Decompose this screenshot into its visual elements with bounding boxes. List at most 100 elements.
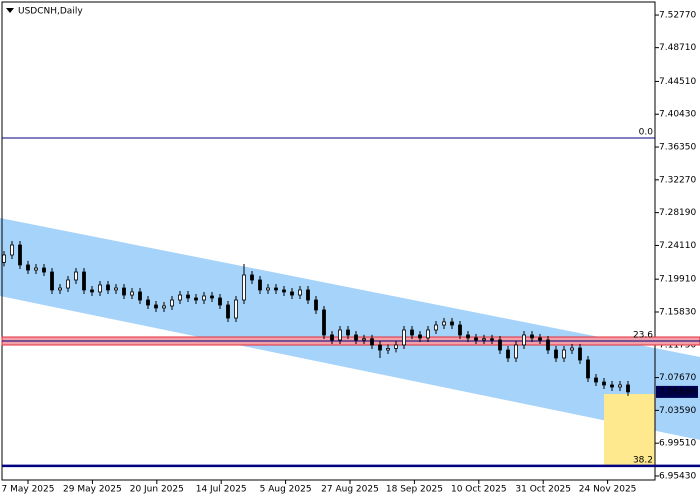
candle-body <box>98 284 102 293</box>
candle-body <box>242 274 246 301</box>
candle-body <box>50 271 54 291</box>
x-tick-label: 7 May 2025 <box>2 485 55 495</box>
menu-arrow <box>6 8 14 13</box>
candle-body <box>18 244 22 266</box>
candle-body <box>610 384 614 388</box>
x-tick-label: 29 May 2025 <box>63 485 122 495</box>
candle-body <box>90 289 94 293</box>
candle-body <box>58 287 62 291</box>
candle-body <box>122 287 126 296</box>
candle-body <box>210 295 214 299</box>
candle-body <box>178 294 182 301</box>
candle-body <box>74 271 78 281</box>
candle-body <box>322 309 326 336</box>
candle-body <box>226 304 230 319</box>
candle-body <box>394 344 398 349</box>
last-price-box <box>656 385 698 398</box>
candle-body <box>490 338 494 341</box>
candle-body <box>34 267 38 271</box>
candle-body <box>370 338 374 346</box>
candle-body <box>42 267 46 273</box>
candle-body <box>498 339 502 351</box>
candle-body <box>306 289 310 301</box>
y-tick-label: 7.32270 <box>659 175 696 185</box>
candle-body <box>202 295 206 301</box>
y-tick-label: 7.44510 <box>659 77 696 87</box>
last-price-label: 7.05889 <box>659 387 696 397</box>
candle-body <box>154 304 158 309</box>
candle-body <box>570 347 574 351</box>
chart-title: USDCNH,Daily <box>18 7 83 17</box>
y-tick-label: 7.36350 <box>659 143 696 153</box>
candle-body <box>82 271 86 291</box>
candle-body <box>530 334 534 339</box>
candle-body <box>522 334 526 346</box>
candle-body <box>386 348 390 351</box>
y-tick-label: 7.15830 <box>659 307 696 317</box>
candle-body <box>602 381 606 386</box>
candle-body <box>274 287 278 291</box>
trend-channel <box>0 218 700 440</box>
x-tick-label: 27 Aug 2025 <box>321 485 379 495</box>
candle-body <box>506 349 510 359</box>
x-tick-label: 18 Sep 2025 <box>386 485 443 495</box>
candle-body <box>10 244 14 256</box>
y-tick-label: 7.48710 <box>659 43 696 53</box>
candle-body <box>554 349 558 359</box>
candle-body <box>258 279 262 291</box>
y-tick-label: 7.28190 <box>659 208 696 218</box>
candle-body <box>170 299 174 307</box>
candle-body <box>434 324 438 331</box>
candle-body <box>626 384 630 393</box>
candle-body <box>578 347 582 361</box>
fib-level-label: 23.6 <box>633 331 653 341</box>
candle-body <box>250 274 254 281</box>
candle-body <box>474 337 478 341</box>
candle-body <box>426 329 430 339</box>
candle-body <box>402 329 406 346</box>
candle-body <box>546 339 550 351</box>
candle-body <box>354 334 358 341</box>
candle-body <box>482 338 486 341</box>
candle-body <box>450 321 454 326</box>
candle-body <box>586 359 590 379</box>
candle-body <box>298 289 302 296</box>
candle-body <box>418 334 422 339</box>
y-tick-label: 7.24110 <box>659 241 696 251</box>
y-tick-label: 7.19910 <box>659 275 696 285</box>
candle-body <box>618 384 622 388</box>
candle-body <box>26 264 30 271</box>
candle-body <box>114 287 118 291</box>
candle-body <box>282 289 286 293</box>
candle-body <box>314 299 318 311</box>
y-tick-label: 7.52770 <box>659 11 696 21</box>
y-tick-label: 7.07670 <box>659 373 696 383</box>
candle-body <box>138 291 142 301</box>
y-tick-label: 7.03590 <box>659 406 696 416</box>
candle-body <box>338 329 342 341</box>
candle-body <box>186 294 190 299</box>
candle-body <box>194 297 198 301</box>
candle-body <box>66 279 70 289</box>
candle-body <box>594 377 598 383</box>
candle-body <box>362 338 366 341</box>
candle-body <box>410 329 414 336</box>
candle-body <box>290 291 294 296</box>
x-tick-label: 31 Oct 2025 <box>515 485 571 495</box>
plot-frame <box>1 1 656 481</box>
candle-body <box>130 291 134 296</box>
x-tick-label: 20 Jun 2025 <box>130 485 184 495</box>
candle-body <box>2 254 6 263</box>
x-tick-label: 14 Jul 2025 <box>196 485 247 495</box>
candle-body <box>146 299 150 306</box>
candle-body <box>458 324 462 336</box>
x-tick-label: 5 Aug 2025 <box>260 485 312 495</box>
y-tick-label: 6.99510 <box>659 439 696 449</box>
y-tick-label: 7.40430 <box>659 110 696 120</box>
target-zone <box>604 394 655 465</box>
x-tick-label: 24 Nov 2025 <box>579 485 637 495</box>
candle-body <box>378 344 382 351</box>
candle-body <box>266 287 270 291</box>
x-tick-label: 10 Oct 2025 <box>451 485 507 495</box>
